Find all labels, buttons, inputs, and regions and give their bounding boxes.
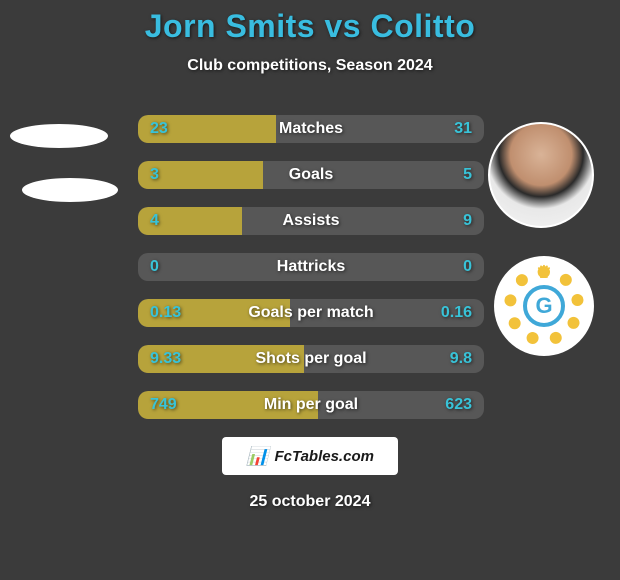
player-left-shape-2 — [22, 178, 118, 202]
stat-label: Hattricks — [277, 258, 345, 276]
stat-label: Goals per match — [248, 304, 373, 322]
stat-value-right: 9.8 — [450, 350, 472, 368]
stat-label: Min per goal — [264, 396, 358, 414]
chart-icon: 📊 — [246, 446, 268, 467]
footer-date: 25 october 2024 — [0, 493, 620, 511]
club-badge-letter: G — [523, 285, 565, 327]
stat-value-right: 31 — [454, 120, 472, 138]
stat-value-right: 623 — [445, 396, 472, 414]
stat-row: 3 5 Goals — [138, 161, 484, 189]
player-right-avatar — [488, 122, 594, 228]
stat-row: 9.33 9.8 Shots per goal — [138, 345, 484, 373]
stat-row: 0 0 Hattricks — [138, 253, 484, 281]
stat-value-right: 0 — [463, 258, 472, 276]
subtitle: Club competitions, Season 2024 — [0, 57, 620, 75]
footer-logo-text: FcTables.com — [274, 448, 373, 465]
player-left-shape-1 — [10, 124, 108, 148]
stat-value-left: 749 — [150, 396, 177, 414]
stat-row: 23 31 Matches — [138, 115, 484, 143]
stat-row: 749 623 Min per goal — [138, 391, 484, 419]
stat-value-left: 23 — [150, 120, 168, 138]
stat-label: Matches — [279, 120, 343, 138]
club-badge: ♛ G — [494, 256, 594, 356]
stat-value-right: 9 — [463, 212, 472, 230]
stat-value-left: 0.13 — [150, 304, 181, 322]
stat-row: 4 9 Assists — [138, 207, 484, 235]
footer-logo: 📊 FcTables.com — [222, 437, 398, 475]
stat-label: Assists — [283, 212, 340, 230]
comparison-card: Jorn Smits vs Colitto Club competitions,… — [0, 0, 620, 580]
stat-value-left: 3 — [150, 166, 159, 184]
stat-bars: 23 31 Matches 3 5 Goals 4 9 Assists 0 0 Hattricks 0.… — [138, 115, 484, 419]
stat-value-left: 4 — [150, 212, 159, 230]
stat-value-left: 9.33 — [150, 350, 181, 368]
page-title: Jorn Smits vs Colitto — [0, 8, 620, 45]
stat-value-left: 0 — [150, 258, 159, 276]
club-badge-ring: ♛ G — [504, 266, 584, 346]
stat-label: Goals — [289, 166, 333, 184]
stat-label: Shots per goal — [255, 350, 366, 368]
stat-value-right: 0.16 — [441, 304, 472, 322]
stat-row: 0.13 0.16 Goals per match — [138, 299, 484, 327]
crown-icon: ♛ — [536, 262, 552, 283]
stat-value-right: 5 — [463, 166, 472, 184]
